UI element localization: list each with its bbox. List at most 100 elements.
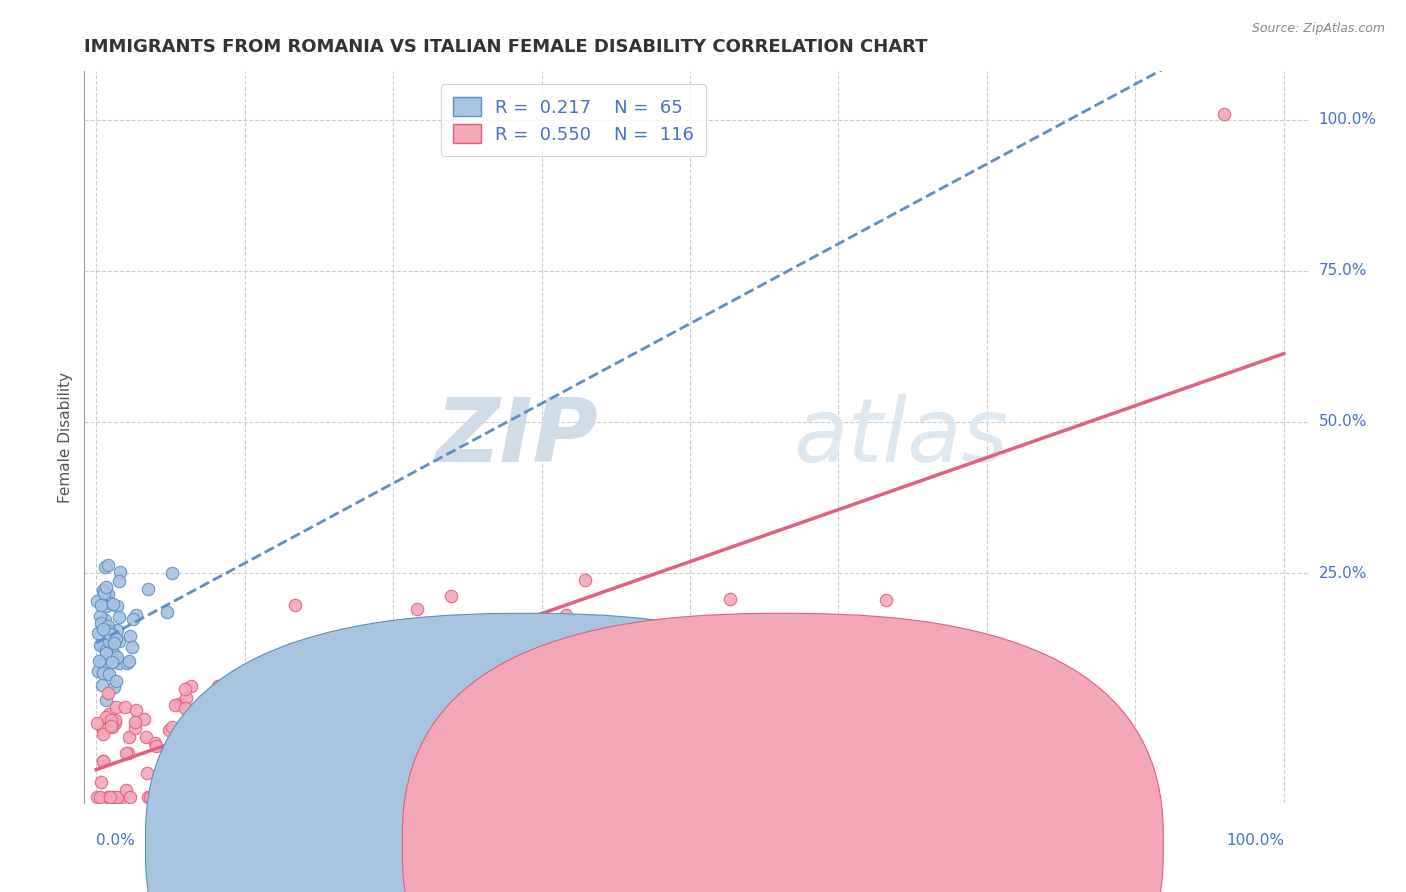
Point bbox=[100, 713, 122, 727]
Point bbox=[875, 593, 897, 607]
Point bbox=[105, 674, 128, 689]
Text: 75.0%: 75.0% bbox=[1319, 263, 1367, 278]
Point bbox=[321, 689, 343, 703]
Point bbox=[145, 739, 167, 753]
Point bbox=[396, 728, 419, 742]
Point bbox=[720, 592, 742, 607]
Point bbox=[97, 686, 120, 700]
Point bbox=[104, 632, 127, 646]
Point bbox=[330, 747, 353, 761]
Point bbox=[96, 693, 118, 707]
Point bbox=[291, 672, 314, 686]
Point bbox=[93, 658, 115, 673]
Point bbox=[160, 720, 183, 734]
Point bbox=[574, 573, 596, 587]
Point bbox=[309, 711, 332, 725]
Text: 25.0%: 25.0% bbox=[1319, 566, 1367, 581]
Point bbox=[1213, 106, 1236, 120]
Point bbox=[240, 694, 263, 708]
Point bbox=[94, 613, 117, 627]
Point bbox=[284, 598, 307, 612]
Point bbox=[229, 779, 252, 793]
Point bbox=[87, 626, 110, 640]
Point bbox=[225, 696, 247, 710]
Point bbox=[153, 754, 176, 768]
Point bbox=[94, 710, 117, 724]
Point bbox=[115, 746, 138, 760]
Point bbox=[97, 558, 120, 573]
Point bbox=[307, 710, 329, 724]
Point bbox=[240, 669, 263, 683]
Point bbox=[108, 656, 131, 670]
Point bbox=[94, 624, 117, 639]
Point bbox=[162, 757, 184, 772]
Point bbox=[728, 622, 751, 636]
Point bbox=[89, 608, 111, 623]
Point bbox=[98, 633, 121, 648]
Point bbox=[314, 692, 336, 706]
Point bbox=[197, 777, 219, 791]
Point bbox=[91, 665, 114, 680]
Point bbox=[93, 723, 115, 738]
Point bbox=[647, 654, 669, 668]
Point bbox=[98, 595, 121, 609]
Point bbox=[160, 745, 183, 759]
Point bbox=[96, 654, 118, 668]
Y-axis label: Female Disability: Female Disability bbox=[58, 371, 73, 503]
Point bbox=[91, 754, 114, 768]
Point bbox=[91, 622, 114, 636]
Point bbox=[101, 655, 124, 669]
Point bbox=[89, 789, 111, 804]
Point bbox=[136, 765, 159, 780]
Point bbox=[97, 587, 120, 601]
Point bbox=[200, 772, 222, 786]
Point bbox=[180, 679, 202, 693]
Point bbox=[118, 730, 141, 744]
Point bbox=[93, 586, 115, 600]
Point bbox=[101, 628, 124, 642]
Text: Immigrants from Romania: Immigrants from Romania bbox=[544, 837, 744, 852]
Point bbox=[104, 699, 127, 714]
Point bbox=[202, 714, 225, 728]
Point bbox=[125, 607, 148, 622]
Point bbox=[352, 655, 374, 669]
Point bbox=[278, 709, 301, 723]
Point bbox=[294, 662, 316, 676]
Point bbox=[207, 731, 229, 745]
Text: 0.0%: 0.0% bbox=[96, 833, 135, 848]
Point bbox=[108, 634, 131, 648]
Point bbox=[91, 582, 114, 597]
Point bbox=[406, 602, 429, 616]
Point bbox=[204, 731, 226, 746]
Point bbox=[283, 711, 305, 725]
Point bbox=[118, 654, 141, 668]
Point bbox=[174, 701, 197, 715]
Point bbox=[118, 789, 141, 804]
Text: Italians: Italians bbox=[801, 837, 856, 852]
Legend: R =  0.217    N =  65, R =  0.550    N =  116: R = 0.217 N = 65, R = 0.550 N = 116 bbox=[441, 84, 706, 156]
Point bbox=[167, 697, 190, 711]
Point bbox=[173, 681, 195, 696]
Point bbox=[441, 634, 464, 648]
Point bbox=[460, 651, 482, 665]
Point bbox=[86, 789, 108, 804]
Point bbox=[190, 734, 212, 748]
Point bbox=[169, 750, 191, 764]
Point bbox=[254, 688, 277, 702]
Point bbox=[108, 609, 131, 624]
Point bbox=[86, 593, 108, 607]
Point bbox=[321, 708, 343, 723]
Point bbox=[163, 698, 186, 712]
Point bbox=[179, 757, 201, 772]
Point bbox=[91, 754, 114, 768]
Point bbox=[134, 712, 156, 726]
Point bbox=[135, 731, 157, 745]
Point bbox=[94, 643, 117, 657]
Point bbox=[105, 650, 128, 665]
Point bbox=[260, 735, 283, 749]
Point bbox=[468, 640, 491, 654]
Point bbox=[90, 775, 112, 789]
Point bbox=[90, 598, 112, 612]
Point bbox=[97, 624, 120, 638]
Point bbox=[90, 656, 112, 670]
